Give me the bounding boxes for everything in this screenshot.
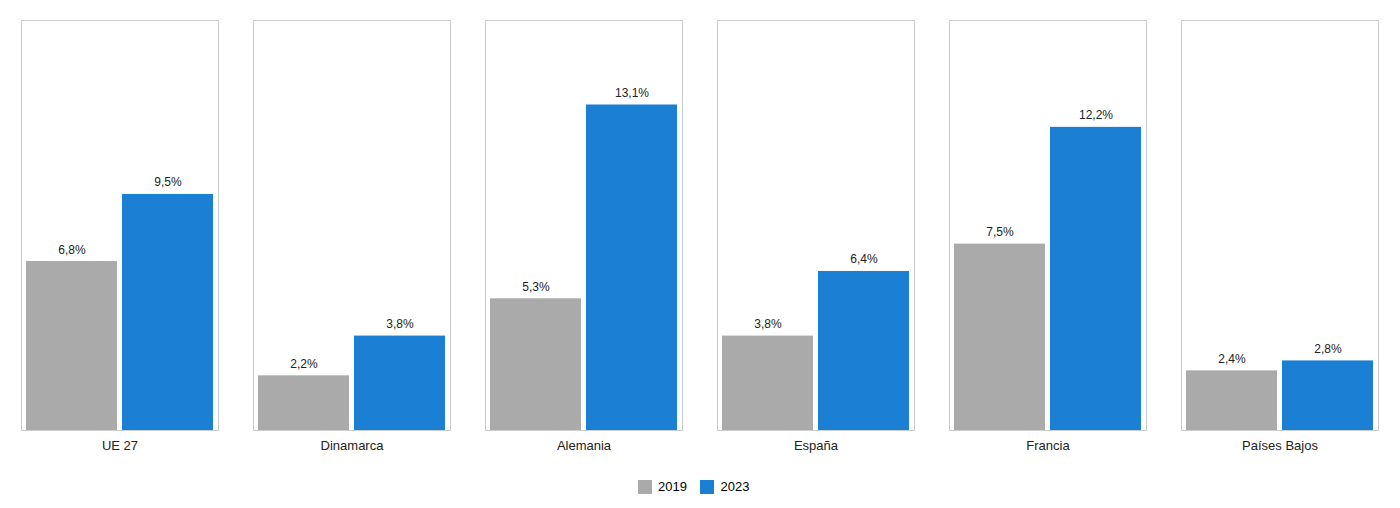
svg-text:Dinamarca: Dinamarca [321,438,385,453]
svg-text:3,8%: 3,8% [386,317,414,331]
svg-text:6,8%: 6,8% [58,243,86,257]
svg-text:2,8%: 2,8% [1314,342,1342,356]
svg-text:2,2%: 2,2% [290,357,318,371]
html-text:2023: 2023 [720,479,750,494]
svg-text:3,8%: 3,8% [754,317,782,331]
svg-text:UE 27: UE 27 [102,438,138,453]
svg-text:6,4%: 6,4% [850,252,878,266]
svg-text:España: España [794,438,839,453]
svg-text:12,2%: 12,2% [1079,108,1113,122]
svg-text:13,1%: 13,1% [615,86,649,100]
svg-text:Países Bajos: Países Bajos [1242,438,1318,453]
svg-text:Alemania: Alemania [557,438,612,453]
svg-text:9,5%: 9,5% [154,175,182,189]
svg-text:7,5%: 7,5% [986,225,1014,239]
svg-text:5,3%: 5,3% [522,280,550,294]
svg-text:Francia: Francia [1026,438,1070,453]
html-text:2019: 2019 [658,479,687,494]
svg-text:2,4%: 2,4% [1218,352,1246,366]
